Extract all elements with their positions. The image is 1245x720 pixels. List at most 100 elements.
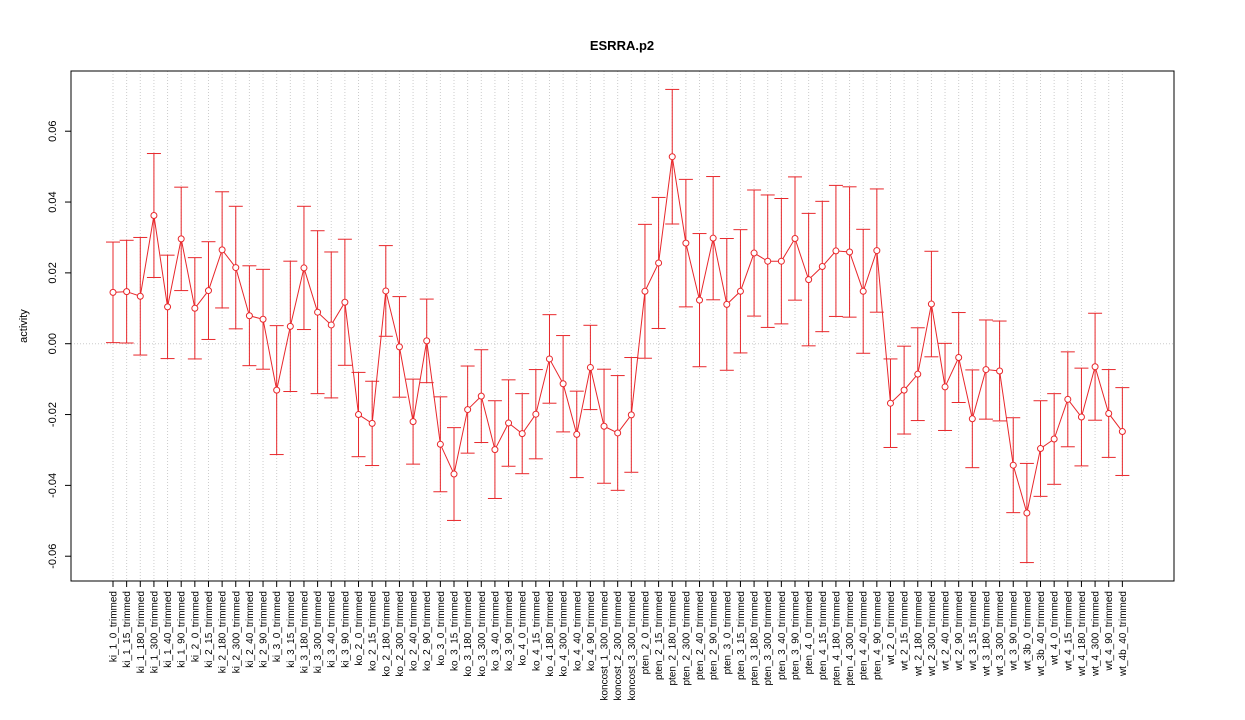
- x-tick-label: pten_3_40_trimmed: [777, 591, 788, 680]
- data-point: [927, 300, 935, 308]
- data-point: [177, 235, 185, 243]
- x-tick-label: ko_2_15_trimmed: [368, 591, 379, 671]
- y-tick-label: 0.04: [47, 191, 59, 212]
- x-tick-label: ki_1_40_trimmed: [163, 591, 174, 668]
- y-tick-label: -0.06: [47, 544, 59, 569]
- x-tick-label: pten_4_180_trimmed: [831, 591, 842, 686]
- data-point: [996, 367, 1004, 375]
- data-point: [395, 343, 403, 351]
- x-tick-label: pten_4_40_trimmed: [859, 591, 870, 680]
- x-tick-label: wt_4_300_trimmed: [1091, 591, 1102, 677]
- data-point: [723, 300, 731, 308]
- data-point: [682, 239, 690, 247]
- data-point: [1064, 395, 1072, 403]
- x-tick-label: ko_3_15_trimmed: [450, 591, 461, 671]
- data-point: [355, 411, 363, 419]
- data-point: [532, 410, 540, 418]
- data-point: [505, 419, 513, 427]
- x-tick-label: wt_3_90_trimmed: [1009, 591, 1020, 671]
- data-point: [1050, 435, 1058, 443]
- x-tick-label: ki_1_300_trimmed: [149, 591, 160, 673]
- y-tick-label: -0.02: [47, 402, 59, 427]
- data-point: [259, 315, 267, 323]
- data-point: [655, 259, 663, 267]
- x-tick-label: wt_4_0_trimmed: [1050, 591, 1061, 666]
- x-tick-label: pten_3_0_trimmed: [722, 591, 733, 674]
- x-tick-label: ko_3_300_trimmed: [477, 591, 488, 677]
- x-tick-label: ki_3_0_trimmed: [272, 591, 283, 662]
- x-tick-label: ko_2_180_trimmed: [381, 591, 392, 677]
- x-tick-label: wt_3b_40_trimmed: [1036, 591, 1047, 677]
- data-point: [409, 418, 417, 426]
- y-tick-label: 0.02: [47, 262, 59, 283]
- x-tick-label: wt_2_15_trimmed: [900, 591, 911, 671]
- data-point: [668, 153, 676, 161]
- data-point: [614, 429, 622, 437]
- x-tick-label: ko_3_40_trimmed: [490, 591, 501, 671]
- data-point: [968, 415, 976, 423]
- x-tick-label: pten_3_180_trimmed: [750, 591, 761, 686]
- data-point: [791, 235, 799, 243]
- data-point: [900, 386, 908, 394]
- data-point: [941, 383, 949, 391]
- x-tick-label: ki_2_40_trimmed: [245, 591, 256, 668]
- x-tick-label: ko_4_15_trimmed: [531, 591, 542, 671]
- data-point: [736, 287, 744, 295]
- x-tick-label: ki_2_300_trimmed: [231, 591, 242, 673]
- x-tick-label: pten_2_40_trimmed: [695, 591, 706, 680]
- x-tick-label: ki_3_40_trimmed: [327, 591, 338, 668]
- x-tick-label: ki_2_180_trimmed: [218, 591, 229, 673]
- x-tick-label: ki_2_90_trimmed: [259, 591, 270, 668]
- data-point: [327, 321, 335, 329]
- data-point: [477, 392, 485, 400]
- data-point: [436, 440, 444, 448]
- x-tick-label: pten_4_15_trimmed: [818, 591, 829, 680]
- x-tick-label: ko_3_90_trimmed: [504, 591, 515, 671]
- data-point: [300, 264, 308, 272]
- data-point: [1037, 445, 1045, 453]
- data-point: [859, 287, 867, 295]
- data-point: [545, 355, 553, 363]
- data-point: [1077, 413, 1085, 421]
- data-point: [600, 422, 608, 430]
- x-tick-label: wt_4_90_trimmed: [1104, 591, 1115, 671]
- y-tick-label: 0.00: [47, 333, 59, 354]
- data-point: [286, 322, 294, 330]
- x-tick-label: wt_2_40_trimmed: [941, 591, 952, 671]
- data-point: [368, 419, 376, 427]
- chart-title: ESRRA.p2: [590, 38, 654, 53]
- x-tick-label: pten_2_180_trimmed: [668, 591, 679, 686]
- x-tick-label: ko_2_90_trimmed: [422, 591, 433, 671]
- data-point: [955, 354, 963, 362]
- y-axis: -0.06 -0.04 -0.02 0.00 0.02 0.04 0.06: [47, 120, 71, 569]
- data-point: [204, 287, 212, 295]
- x-tick-label: ko_2_300_trimmed: [395, 591, 406, 677]
- data-point: [273, 386, 281, 394]
- x-tick-label: ki_1_90_trimmed: [177, 591, 188, 668]
- data-point: [873, 247, 881, 255]
- x-tick-label: wt_2_180_trimmed: [913, 591, 924, 677]
- data-point: [245, 312, 253, 320]
- x-tick-label: ko_2_0_trimmed: [354, 591, 365, 665]
- x-tick-label: ki_2_0_trimmed: [190, 591, 201, 662]
- x-tick-label: pten_2_0_trimmed: [640, 591, 651, 674]
- data-point: [696, 296, 704, 304]
- data-point: [341, 298, 349, 306]
- data-point: [559, 380, 567, 388]
- x-tick-label: pten_4_90_trimmed: [872, 591, 883, 680]
- data-point: [573, 430, 581, 438]
- x-tick-label: wt_2_0_trimmed: [886, 591, 897, 666]
- x-tick-label: pten_4_0_trimmed: [804, 591, 815, 674]
- x-tick-label: pten_3_15_trimmed: [736, 591, 747, 680]
- data-point: [314, 308, 322, 316]
- data-point: [777, 257, 785, 265]
- data-point: [641, 287, 649, 295]
- x-tick-label: wt_4_15_trimmed: [1063, 591, 1074, 671]
- data-point: [805, 276, 813, 284]
- x-tick-label: ki_3_15_trimmed: [286, 591, 297, 668]
- x-tick-label: pten_4_300_trimmed: [845, 591, 856, 686]
- data-point: [818, 263, 826, 270]
- x-axis: ki_1_0_trimmed ki_1_15_trimmed ki_1_180_tr…: [109, 581, 1129, 701]
- x-tick-label: wt_3b_0_trimmed: [1022, 591, 1033, 671]
